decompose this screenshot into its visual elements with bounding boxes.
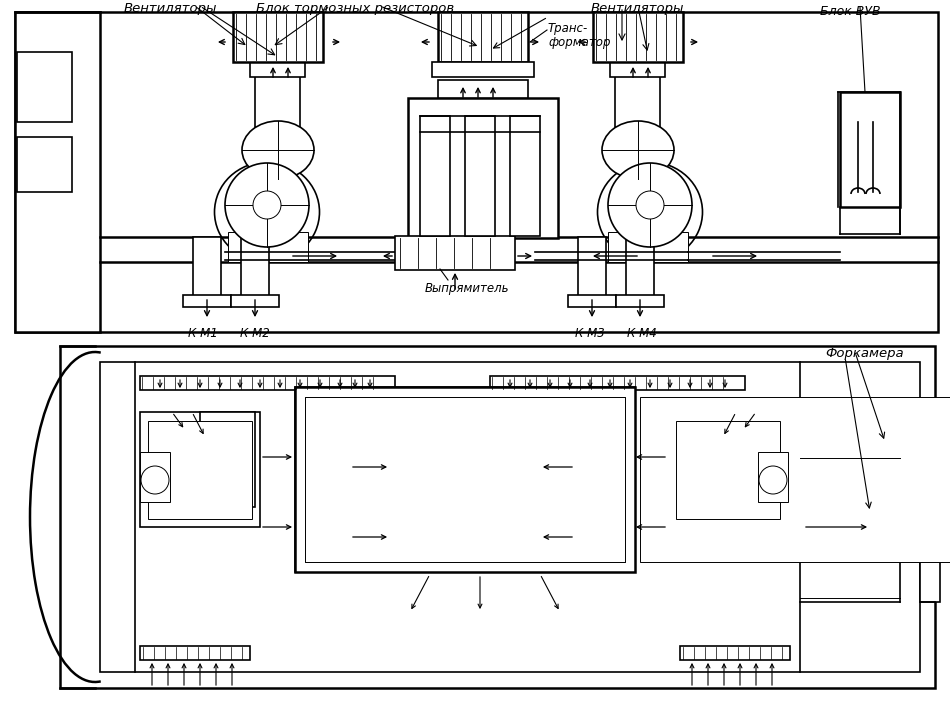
Bar xyxy=(295,387,635,572)
Bar xyxy=(17,52,72,122)
Circle shape xyxy=(608,163,692,247)
Bar xyxy=(15,12,100,332)
Bar xyxy=(758,452,788,502)
Bar xyxy=(616,295,664,307)
Ellipse shape xyxy=(602,121,674,179)
Ellipse shape xyxy=(242,121,314,179)
Bar xyxy=(420,116,450,236)
Text: Вентиляторы: Вентиляторы xyxy=(590,2,684,15)
Bar xyxy=(295,387,635,572)
Bar xyxy=(183,295,231,307)
Text: К М4: К М4 xyxy=(627,327,656,340)
Bar xyxy=(60,346,935,688)
Text: Форкамера: Форкамера xyxy=(825,347,903,360)
Bar xyxy=(920,442,940,602)
Bar xyxy=(676,421,780,519)
Bar xyxy=(490,376,745,390)
Bar xyxy=(255,72,300,127)
Bar xyxy=(233,12,323,62)
Bar xyxy=(228,232,308,262)
Bar xyxy=(100,362,920,672)
Bar xyxy=(432,62,534,77)
Text: К М3: К М3 xyxy=(575,327,605,340)
Bar xyxy=(140,376,395,390)
Bar xyxy=(840,92,900,207)
Bar xyxy=(438,12,528,62)
Circle shape xyxy=(636,191,664,219)
Bar xyxy=(193,237,221,297)
Text: Блок ВУВ: Блок ВУВ xyxy=(820,5,881,18)
Bar xyxy=(640,397,950,562)
Bar xyxy=(593,12,683,62)
Circle shape xyxy=(253,191,281,219)
Bar xyxy=(608,232,688,262)
Bar xyxy=(465,116,495,236)
Text: Вентиляторы: Вентиляторы xyxy=(124,2,217,15)
Bar xyxy=(510,116,540,236)
Bar xyxy=(15,12,938,332)
Bar xyxy=(395,236,515,270)
Bar xyxy=(200,412,255,507)
Bar xyxy=(408,98,558,238)
Bar xyxy=(241,237,269,297)
Bar xyxy=(615,72,660,127)
Bar xyxy=(610,62,665,77)
Bar xyxy=(231,295,279,307)
Bar xyxy=(17,137,72,192)
Bar xyxy=(668,412,788,527)
Bar xyxy=(680,646,790,660)
Bar xyxy=(568,295,616,307)
Text: Транс-
форматор: Транс- форматор xyxy=(548,22,611,49)
Text: Блок тормозных резисторов: Блок тормозных резисторов xyxy=(256,2,454,15)
Circle shape xyxy=(225,163,309,247)
Text: К М1: К М1 xyxy=(188,327,218,340)
Bar xyxy=(578,237,606,297)
Bar xyxy=(668,412,723,507)
Text: К М2: К М2 xyxy=(240,327,270,340)
Bar xyxy=(250,62,305,77)
Circle shape xyxy=(759,466,787,494)
Bar xyxy=(305,397,625,562)
Bar xyxy=(305,397,625,562)
Circle shape xyxy=(141,466,169,494)
Bar xyxy=(140,646,250,660)
Bar xyxy=(148,421,252,519)
Bar xyxy=(438,80,528,98)
Bar xyxy=(140,412,260,527)
Bar xyxy=(626,237,654,297)
Text: Выпрямитель: Выпрямитель xyxy=(425,282,509,295)
Bar xyxy=(140,452,170,502)
